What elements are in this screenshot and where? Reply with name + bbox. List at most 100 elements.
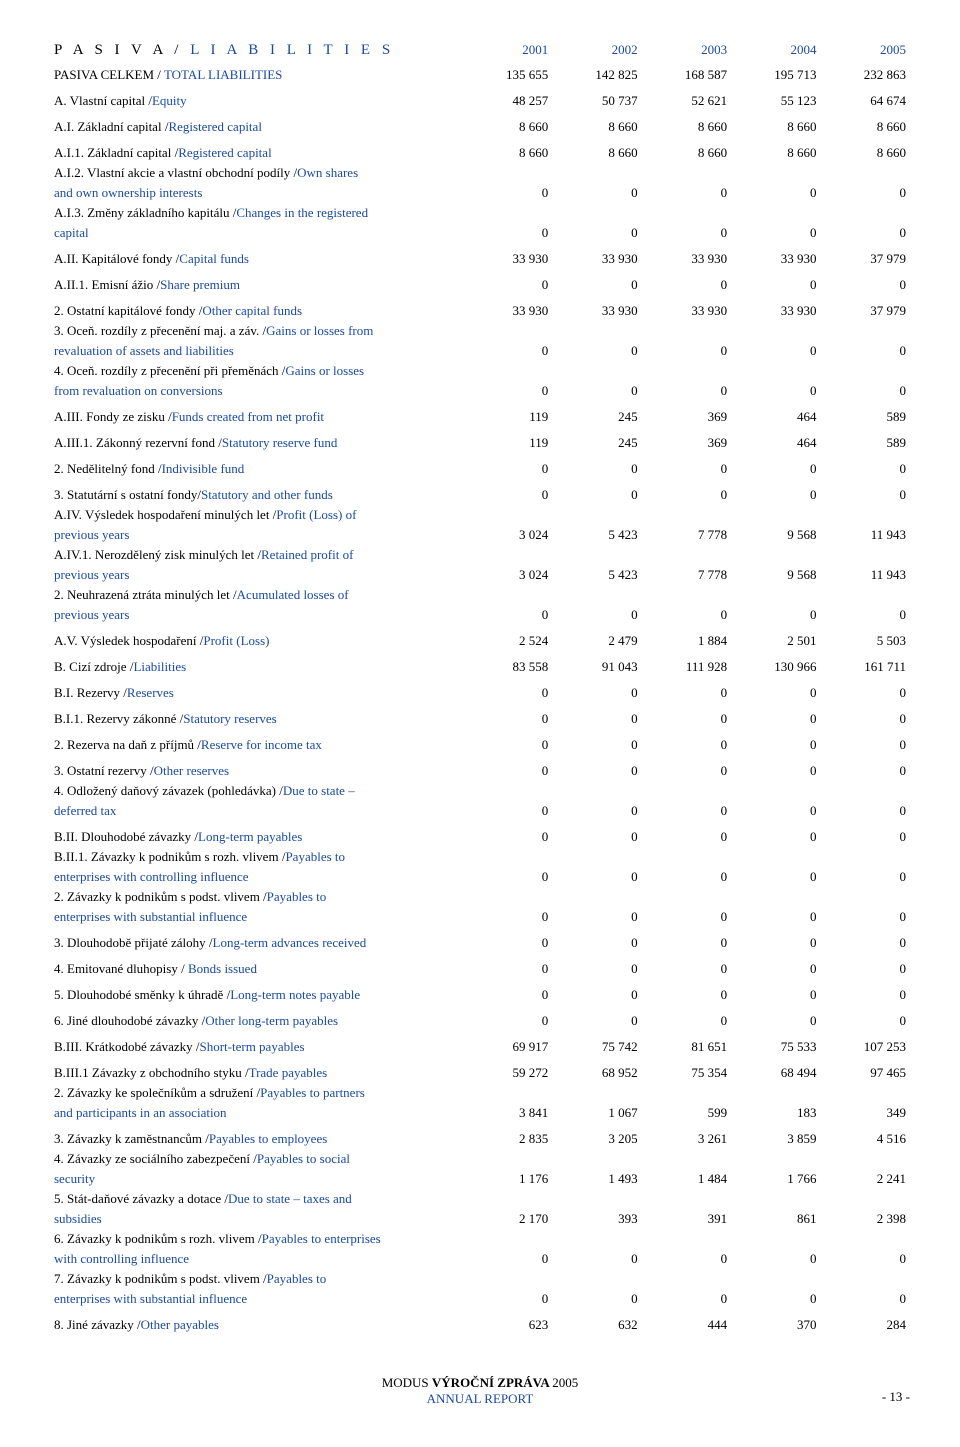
row-label: A.III. Fondy ze zisku /Funds created fro… [50, 401, 463, 427]
row-label: 4. Emitované dluhopisy / Bonds issued [50, 953, 463, 979]
row-value: 0 [731, 1289, 820, 1309]
row-value: 8 660 [463, 137, 552, 163]
row-value [731, 163, 820, 183]
row-value: 0 [821, 979, 910, 1005]
row-value [642, 847, 731, 867]
row-value: 33 930 [731, 243, 820, 269]
row-value: 8 660 [731, 137, 820, 163]
row-value: 0 [731, 183, 820, 203]
row-value: 369 [642, 401, 731, 427]
row-value: 0 [642, 341, 731, 361]
row-value [642, 163, 731, 183]
row-value [821, 1083, 910, 1103]
row-value: 0 [642, 1249, 731, 1269]
table-row: B.I. Rezervy /Reserves00000 [50, 677, 910, 703]
row-value: 0 [731, 381, 820, 401]
row-value: 284 [821, 1309, 910, 1335]
row-value: 464 [731, 401, 820, 427]
row-value: 0 [642, 801, 731, 821]
row-value: 245 [552, 427, 641, 453]
row-value: 3 024 [463, 525, 552, 545]
row-value [821, 847, 910, 867]
row-value: 0 [731, 605, 820, 625]
page-number: - 13 - [882, 1389, 910, 1405]
row-value: 75 742 [552, 1031, 641, 1057]
row-value [731, 203, 820, 223]
row-value [463, 781, 552, 801]
row-value: 0 [552, 703, 641, 729]
row-label: A.III.1. Zákonný rezervní fond /Statutor… [50, 427, 463, 453]
row-value [463, 887, 552, 907]
table-row: A.III. Fondy ze zisku /Funds created fro… [50, 401, 910, 427]
row-value [463, 505, 552, 525]
row-value: 0 [552, 867, 641, 887]
row-value: 0 [642, 867, 731, 887]
table-row: previous years3 0245 4237 7789 56811 943 [50, 565, 910, 585]
row-value: 245 [552, 401, 641, 427]
row-label: 2. Závazky k podnikům s podst. vlivem /P… [50, 887, 463, 907]
table-row: B. Cizí zdroje /Liabilities83 55891 0431… [50, 651, 910, 677]
row-value: 0 [731, 1249, 820, 1269]
table-row: 4. Emitované dluhopisy / Bonds issued000… [50, 953, 910, 979]
row-value: 3 024 [463, 565, 552, 585]
row-value: 444 [642, 1309, 731, 1335]
row-value: 0 [731, 341, 820, 361]
row-value: 33 930 [463, 243, 552, 269]
row-value: 0 [642, 381, 731, 401]
row-value [642, 1269, 731, 1289]
row-value [821, 887, 910, 907]
table-row: from revaluation on conversions00000 [50, 381, 910, 401]
row-value: 161 711 [821, 651, 910, 677]
row-value [821, 361, 910, 381]
table-row: enterprises with substantial influence00… [50, 1289, 910, 1309]
row-value [463, 1149, 552, 1169]
row-value [463, 321, 552, 341]
row-value: 0 [552, 979, 641, 1005]
row-value [552, 887, 641, 907]
row-value: 52 621 [642, 85, 731, 111]
row-value [642, 1189, 731, 1209]
table-header-row: P A S I V A / L I A B I L I T I E S20012… [50, 40, 910, 65]
row-value: 0 [731, 479, 820, 505]
table-row: A.II. Kapitálové fondy /Capital funds33 … [50, 243, 910, 269]
row-label: 2. Rezerva na daň z příjmů /Reserve for … [50, 729, 463, 755]
row-value: 9 568 [731, 525, 820, 545]
row-value: 0 [821, 605, 910, 625]
row-value [552, 203, 641, 223]
table-row: and own ownership interests00000 [50, 183, 910, 203]
row-value: 0 [642, 755, 731, 781]
row-value: 81 651 [642, 1031, 731, 1057]
row-value: 0 [463, 801, 552, 821]
table-row: 6. Jiné dlouhodobé závazky /Other long-t… [50, 1005, 910, 1031]
table-row: A.I.1. Základní capital /Registered capi… [50, 137, 910, 163]
row-value: 1 884 [642, 625, 731, 651]
row-label: PASIVA CELKEM / TOTAL LIABILITIES [50, 65, 463, 85]
row-value: 8 660 [821, 137, 910, 163]
row-label: previous years [50, 605, 463, 625]
footer-year: 2005 [552, 1375, 578, 1390]
row-value: 0 [552, 677, 641, 703]
row-value: 0 [642, 183, 731, 203]
row-value: 4 516 [821, 1123, 910, 1149]
row-value [731, 321, 820, 341]
row-value: 3 859 [731, 1123, 820, 1149]
row-value: 2 524 [463, 625, 552, 651]
row-value [731, 1229, 820, 1249]
row-value: 0 [731, 755, 820, 781]
row-label: with controlling influence [50, 1249, 463, 1269]
row-value: 0 [821, 381, 910, 401]
row-value: 0 [463, 703, 552, 729]
row-value: 589 [821, 401, 910, 427]
row-label: enterprises with substantial influence [50, 907, 463, 927]
row-value [552, 847, 641, 867]
table-row: revaluation of assets and liabilities000… [50, 341, 910, 361]
row-label: enterprises with substantial influence [50, 1289, 463, 1309]
row-value: 48 257 [463, 85, 552, 111]
row-value [463, 1083, 552, 1103]
row-value: 0 [642, 953, 731, 979]
row-value: 7 778 [642, 565, 731, 585]
row-value [552, 321, 641, 341]
row-value: 0 [821, 821, 910, 847]
row-value [552, 361, 641, 381]
row-value: 0 [821, 269, 910, 295]
